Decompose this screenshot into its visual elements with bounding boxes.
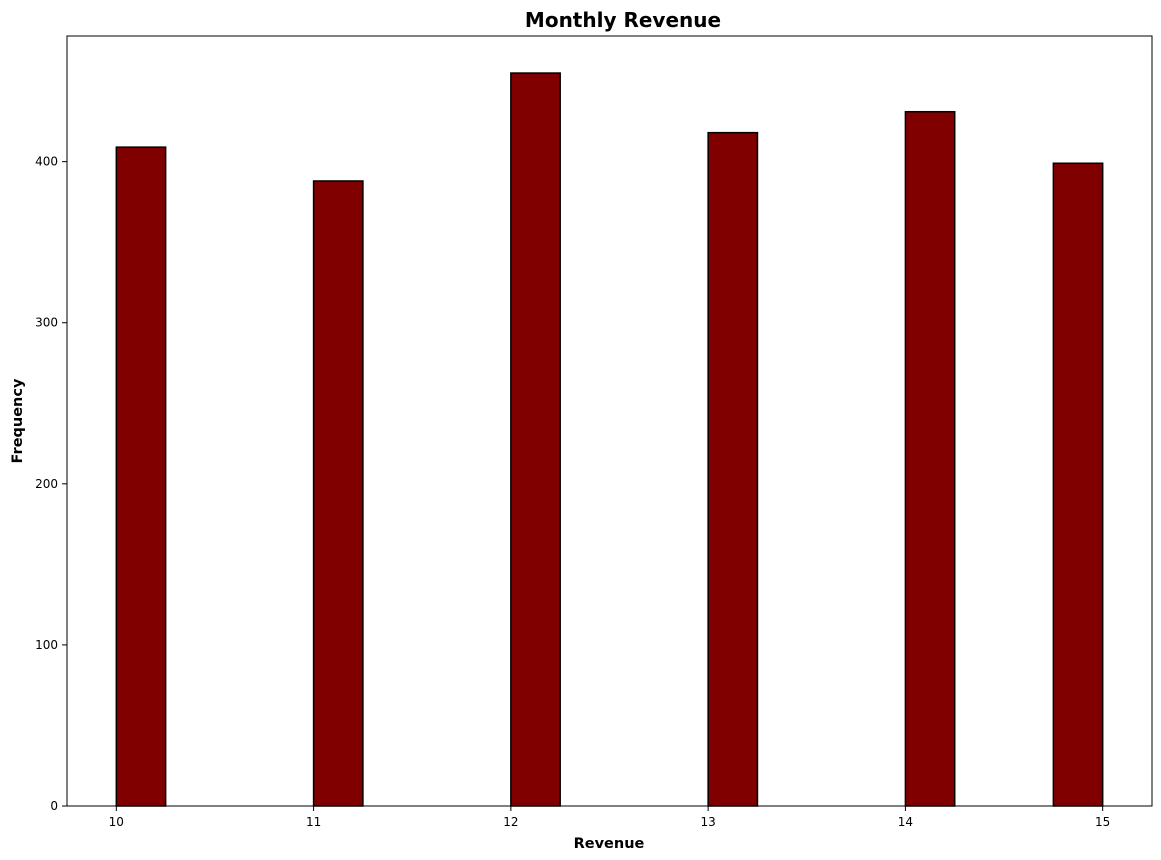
x-axis-label: Revenue [574,836,645,852]
x-tick-label: 15 [1095,815,1110,829]
x-tick-label: 12 [503,815,518,829]
y-tick-label: 100 [35,638,58,652]
histogram-bar [115,146,167,807]
axes-layer: 10 11 12 13 14 15 0 100 200 300 400 [35,35,1153,829]
bars-layer [115,72,1104,807]
histogram-bar [1052,162,1104,807]
y-tick-label: 200 [35,477,58,491]
plot-frame [66,35,1153,807]
x-tick-label: 14 [898,815,913,829]
y-tick-label: 400 [35,155,58,169]
x-tick-label: 13 [700,815,715,829]
histogram-bar [707,131,759,807]
x-tick-label: 11 [306,815,321,829]
y-tick-label: 300 [35,316,58,330]
y-tick-label: 0 [50,799,58,813]
histogram-bar [510,72,561,807]
histogram-bar [312,180,364,807]
x-tick-label: 10 [109,815,124,829]
histogram-bar [904,110,956,807]
chart-title: Monthly Revenue [525,8,721,32]
y-axis-label: Frequency [10,378,26,463]
